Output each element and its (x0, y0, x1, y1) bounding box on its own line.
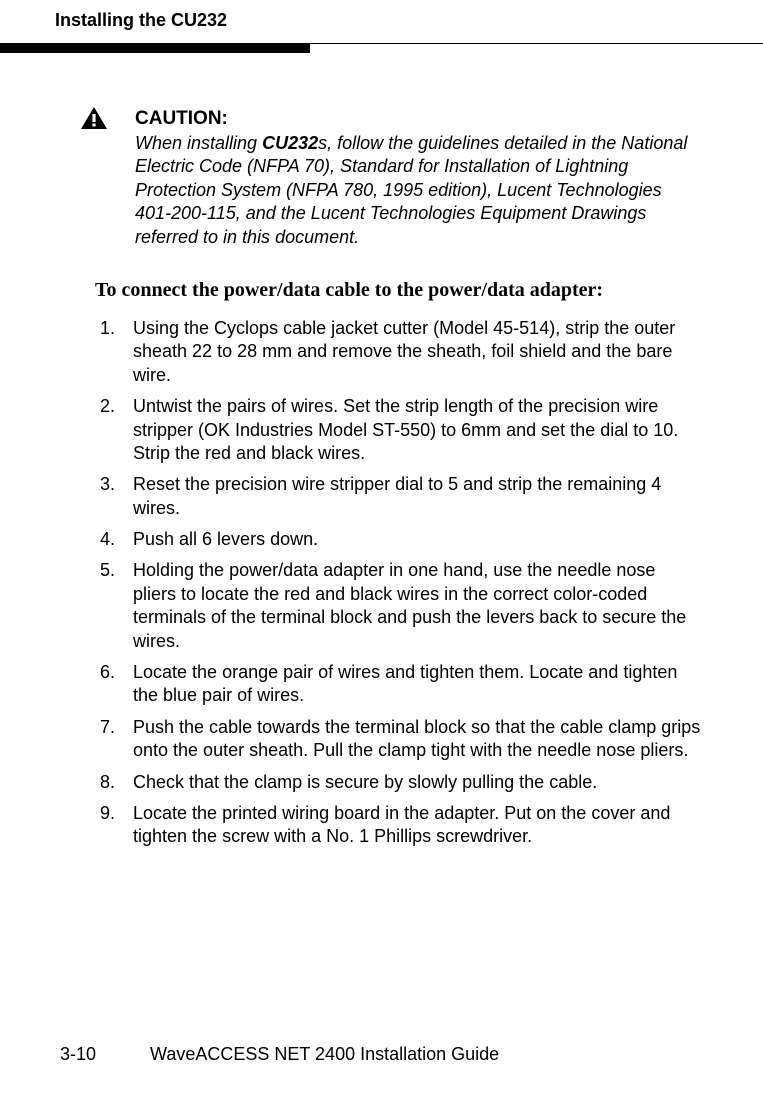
step-item: Locate the orange pair of wires and tigh… (100, 661, 703, 708)
caution-bold: CU232 (262, 133, 318, 153)
step-item: Using the Cyclops cable jacket cutter (M… (100, 317, 703, 387)
header-bar (0, 44, 310, 53)
step-list: Using the Cyclops cable jacket cutter (M… (100, 317, 703, 849)
footer-page-number: 3-10 (60, 1044, 150, 1065)
step-item: Untwist the pairs of wires. Set the stri… (100, 395, 703, 465)
footer-title: WaveACCESS NET 2400 Installation Guide (150, 1044, 703, 1065)
warning-icon (80, 106, 108, 130)
chapter-title: Installing the CU232 (55, 0, 703, 43)
step-item: Locate the printed wiring board in the a… (100, 802, 703, 849)
caution-heading: CAUTION: (135, 108, 693, 130)
step-item: Push the cable towards the terminal bloc… (100, 716, 703, 763)
caution-prefix: When installing (135, 133, 262, 153)
step-item: Push all 6 levers down. (100, 528, 703, 551)
step-item: Holding the power/data adapter in one ha… (100, 559, 703, 653)
caution-block: CAUTION: When installing CU232s, follow … (135, 108, 693, 249)
section-heading: To connect the power/data cable to the p… (95, 279, 703, 302)
footer: 3-10 WaveACCESS NET 2400 Installation Gu… (60, 1044, 703, 1065)
caution-body: When installing CU232s, follow the guide… (135, 132, 693, 249)
step-item: Check that the clamp is secure by slowly… (100, 771, 703, 794)
step-item: Reset the precision wire stripper dial t… (100, 473, 703, 520)
